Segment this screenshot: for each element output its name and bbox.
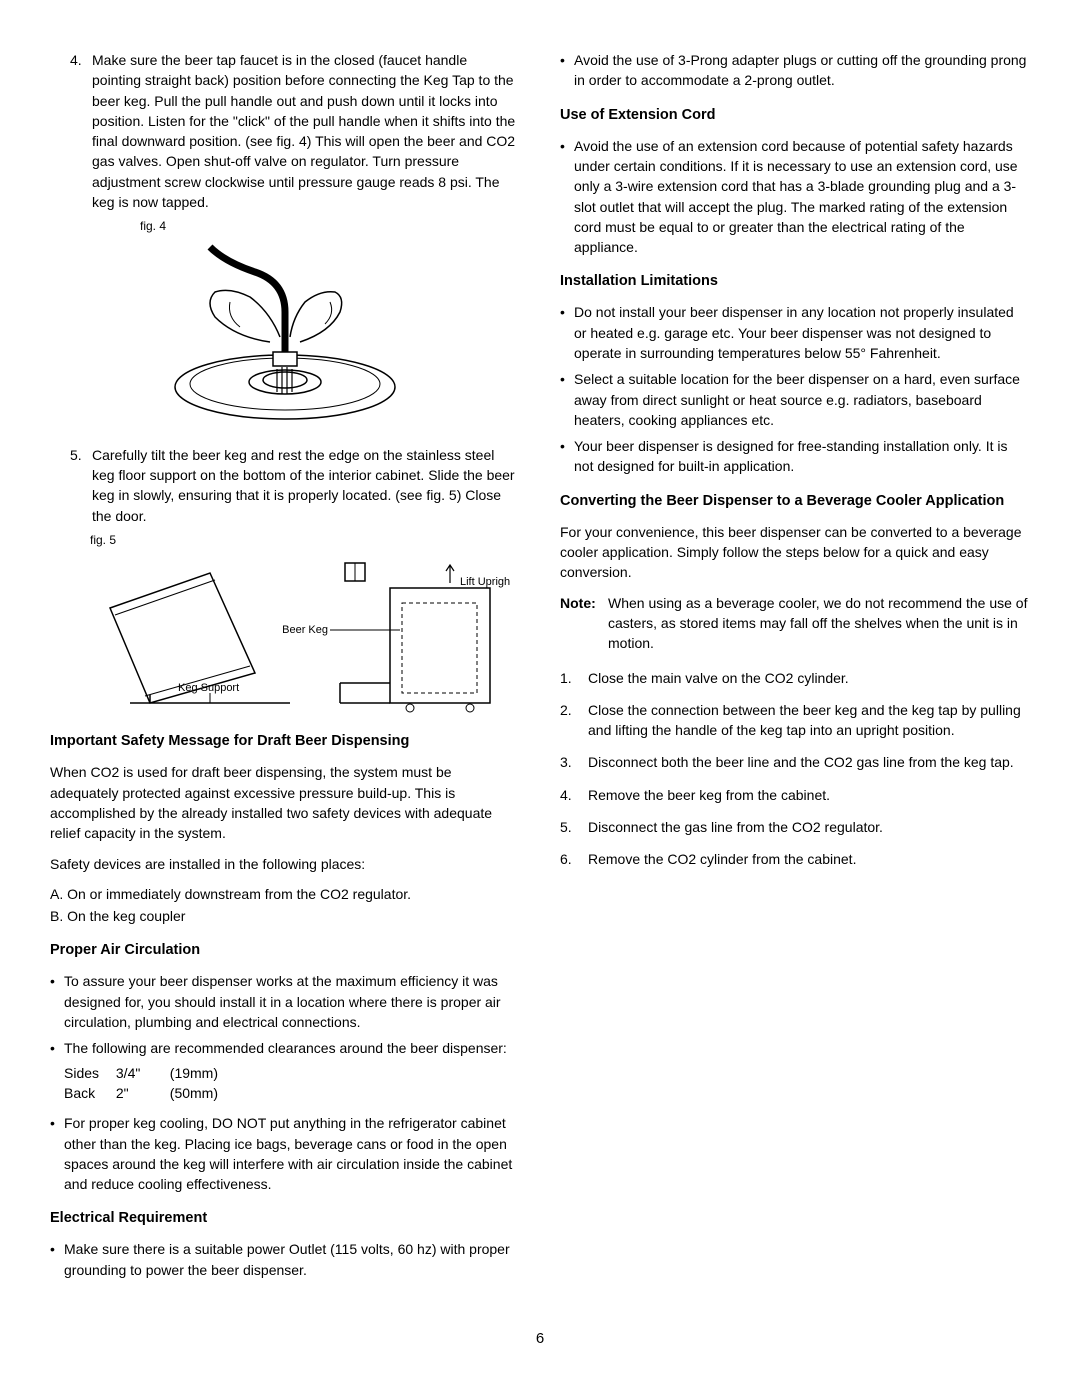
conv-step-5: 5.Disconnect the gas line from the CO2 r… xyxy=(560,817,1030,837)
note-label: Note: xyxy=(560,593,608,654)
cooling-bullets: For proper keg cooling, DO NOT put anyth… xyxy=(50,1113,520,1194)
air-bullet-2-text: The following are recommended clearances… xyxy=(64,1040,507,1056)
step-4-number: 4. xyxy=(70,50,92,212)
step-5: 5. Carefully tilt the beer keg and rest … xyxy=(50,445,520,526)
figure-4 xyxy=(50,242,520,427)
lim-bullet-1: Do not install your beer dispenser in an… xyxy=(560,302,1030,363)
note-block: Note: When using as a beverage cooler, w… xyxy=(560,593,1030,654)
step-4-text: Make sure the beer tap faucet is in the … xyxy=(92,50,520,212)
conv-step-3: 3.Disconnect both the beer line and the … xyxy=(560,752,1030,772)
converting-heading: Converting the Beer Dispenser to a Bever… xyxy=(560,491,1030,512)
conversion-steps: 1.Close the main valve on the CO2 cylind… xyxy=(560,668,1030,870)
lim-bullet-3: Your beer dispenser is designed for free… xyxy=(560,436,1030,477)
safety-item-b: B. On the keg coupler xyxy=(50,906,520,926)
page-content: 4. Make sure the beer tap faucet is in t… xyxy=(50,50,1030,1310)
clearance-sides: Sides 3/4" (19mm) xyxy=(64,1063,520,1083)
air-bullet-1: To assure your beer dispenser works at t… xyxy=(50,971,520,1032)
fig5-lift-label: Lift Upright xyxy=(460,576,510,588)
figure-5: fig. 5 Lift Upright Beer Keg xyxy=(50,532,520,713)
limitations-bullets: Do not install your beer dispenser in an… xyxy=(560,302,1030,476)
conv-step-2: 2.Close the connection between the beer … xyxy=(560,700,1030,741)
safety-p2: Safety devices are installed in the foll… xyxy=(50,854,520,874)
elec-bullet-2: Avoid the use of 3-Prong adapter plugs o… xyxy=(560,50,1030,91)
fig5-label: fig. 5 xyxy=(80,532,520,549)
electrical-heading: Electrical Requirement xyxy=(50,1208,520,1229)
air-heading: Proper Air Circulation xyxy=(50,940,520,961)
page-number: 6 xyxy=(50,1328,1030,1350)
elec-bullet-1: Make sure there is a suitable power Outl… xyxy=(50,1239,520,1280)
lim-bullet-2: Select a suitable location for the beer … xyxy=(560,369,1030,430)
fig4-illustration-icon xyxy=(155,242,415,427)
air-bullet-2: The following are recommended clearances… xyxy=(50,1038,520,1103)
safety-heading: Important Safety Message for Draft Beer … xyxy=(50,731,520,752)
step-5-text: Carefully tilt the beer keg and rest the… xyxy=(92,445,520,526)
conv-step-6: 6.Remove the CO2 cylinder from the cabin… xyxy=(560,849,1030,869)
cooling-bullet: For proper keg cooling, DO NOT put anyth… xyxy=(50,1113,520,1194)
converting-p1: For your convenience, this beer dispense… xyxy=(560,522,1030,583)
safety-item-a: A. On or immediately downstream from the… xyxy=(50,884,520,904)
extension-bullets: Avoid the use of an extension cord becau… xyxy=(560,136,1030,258)
safety-p1: When CO2 is used for draft beer dispensi… xyxy=(50,762,520,843)
limitations-heading: Installation Limitations xyxy=(560,271,1030,292)
fig5-beerkeg-label: Beer Keg xyxy=(282,624,328,636)
fig4-label: fig. 4 xyxy=(50,218,520,235)
clearance-back: Back 2" (50mm) xyxy=(64,1083,520,1103)
extension-heading: Use of Extension Cord xyxy=(560,105,1030,126)
step-5-number: 5. xyxy=(70,445,92,526)
air-bullets: To assure your beer dispenser works at t… xyxy=(50,971,520,1103)
fig5-illustration-icon: Lift Upright Beer Keg Keg Support xyxy=(90,553,510,713)
ext-bullet-1: Avoid the use of an extension cord becau… xyxy=(560,136,1030,258)
conv-step-4: 4.Remove the beer keg from the cabinet. xyxy=(560,785,1030,805)
clearance-table: Sides 3/4" (19mm) Back 2" (50mm) xyxy=(64,1063,520,1104)
step-4: 4. Make sure the beer tap faucet is in t… xyxy=(50,50,520,212)
conv-step-1: 1.Close the main valve on the CO2 cylind… xyxy=(560,668,1030,688)
note-text: When using as a beverage cooler, we do n… xyxy=(608,593,1030,654)
fig5-kegsupport-label: Keg Support xyxy=(178,682,239,694)
